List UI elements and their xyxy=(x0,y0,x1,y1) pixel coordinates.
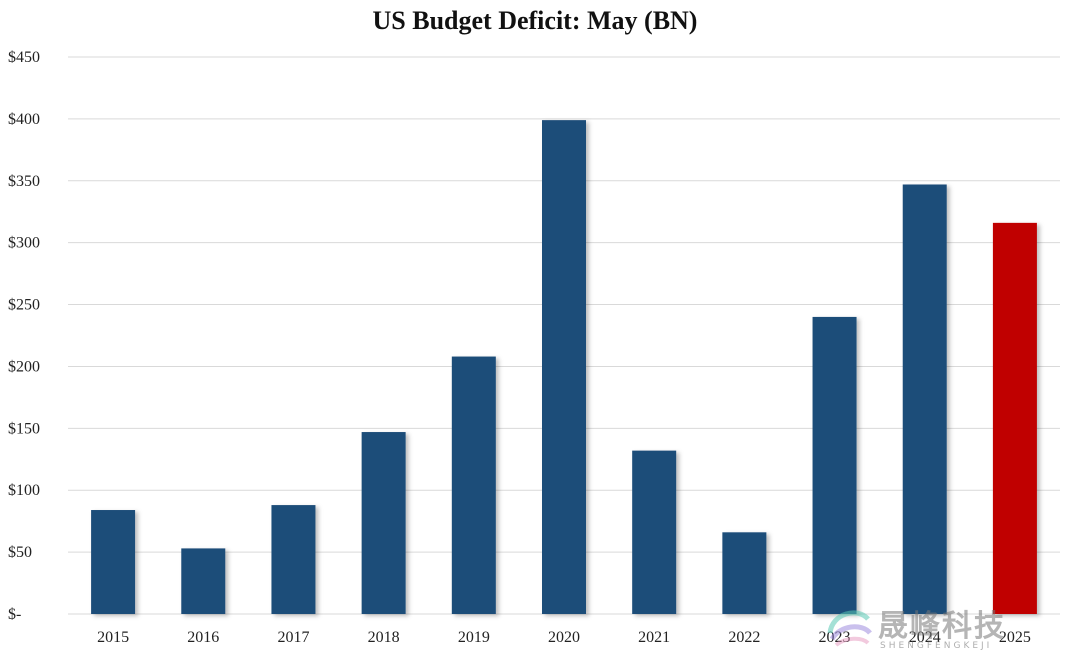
chart-title: US Budget Deficit: May (BN) xyxy=(372,6,698,35)
x-tick-label: 2025 xyxy=(999,629,1031,646)
y-tick-label: $450 xyxy=(8,49,40,66)
y-tick-label: $350 xyxy=(8,173,40,190)
y-tick-label: $150 xyxy=(8,420,40,437)
y-axis-ticks: $- $50 $100 $150 $200 $250 $300 $350 $400 $450 xyxy=(8,49,40,623)
bars xyxy=(91,120,1037,615)
y-tick-label: $300 xyxy=(8,235,40,252)
x-tick-label: 2021 xyxy=(638,629,670,646)
bar-2018 xyxy=(361,432,406,614)
bar-2024 xyxy=(902,184,947,615)
bar-2023 xyxy=(812,316,857,614)
bar-2022 xyxy=(722,532,767,614)
y-tick-label: $200 xyxy=(8,358,40,375)
x-tick-label: 2018 xyxy=(368,629,400,646)
bar-2017 xyxy=(271,505,316,614)
bar-2015 xyxy=(91,510,136,614)
y-tick-label: $250 xyxy=(8,297,40,314)
x-tick-label: 2022 xyxy=(728,629,760,646)
watermark-swirl-icon xyxy=(827,610,872,647)
y-tick-label: $400 xyxy=(8,111,40,128)
bar-2025 xyxy=(992,222,1037,614)
x-tick-label: 2019 xyxy=(458,629,490,646)
watermark-logo: 晟峰科技 SHENGFENGKEJI xyxy=(822,603,1032,653)
bar-2016 xyxy=(181,548,226,614)
x-tick-label: 2015 xyxy=(97,629,129,646)
watermark-cn-text: 晟峰科技 xyxy=(878,609,1006,644)
y-tick-label: $100 xyxy=(8,482,40,499)
y-tick-label: $50 xyxy=(8,544,32,561)
y-tick-label: $- xyxy=(8,606,21,623)
bar-2021 xyxy=(632,450,677,614)
bar-2019 xyxy=(451,356,496,614)
x-tick-label: 2024 xyxy=(909,629,941,646)
x-tick-label: 2017 xyxy=(277,629,309,646)
x-tick-label: 2016 xyxy=(187,629,219,646)
watermark-en-text: SHENGFENGKEJI xyxy=(880,641,993,651)
bar-2020 xyxy=(542,120,586,615)
x-tick-label: 2020 xyxy=(548,629,580,646)
x-axis-ticks: 2015 2016 2017 2018 2019 2020 2021 2022 2023 2024… xyxy=(97,629,1031,646)
